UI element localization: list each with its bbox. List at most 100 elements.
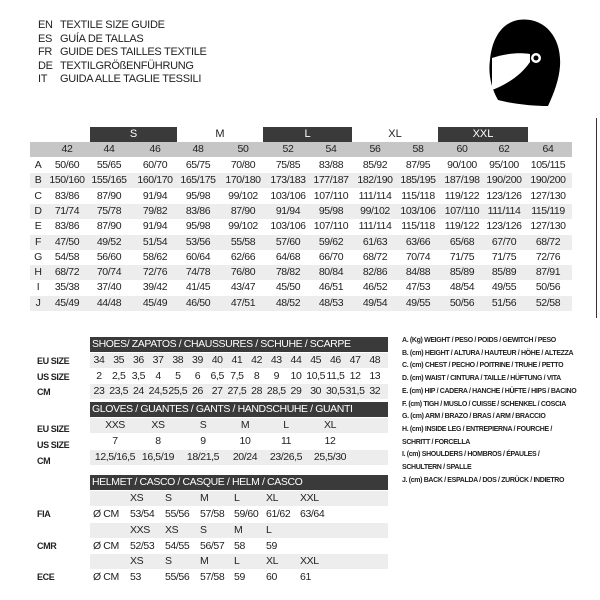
helmet-value: 53	[130, 571, 141, 583]
table-cell: 65/75	[185, 159, 211, 171]
header-line: IT GUIDA ALLE TAGLIE TESSILI	[38, 72, 201, 86]
language-code: EN	[38, 19, 53, 31]
helmet-size: M	[200, 492, 209, 504]
gloves-header: GLOVES / GUANTES / GANTS / HANDSCHUHE / …	[90, 402, 388, 417]
header-line: DE TEXTILGRÖßENFÜHRUNG	[38, 59, 194, 73]
column-header: 42	[61, 143, 73, 155]
shoe-size-cell: 35	[113, 354, 125, 366]
row-letter: E	[34, 220, 42, 233]
row-letter: I	[36, 281, 40, 294]
table-cell: 170/180	[225, 174, 261, 187]
table-cell: 55/65	[96, 159, 122, 171]
shoe-size-cell: 36	[132, 354, 144, 366]
table-cell: 187/198	[444, 174, 480, 187]
unit-label: Ø CM	[93, 539, 119, 552]
shoe-size-cell: 45	[310, 354, 322, 366]
shoe-size-cell: 5	[175, 369, 181, 382]
helmet-value: 56/57	[200, 539, 225, 552]
table-cell: 43/47	[230, 281, 256, 294]
table-cell: 45/49	[54, 296, 80, 309]
table-cell: 111/114	[358, 189, 392, 202]
table-cell: 111/114	[358, 220, 392, 233]
table-cell: 182/190	[357, 174, 393, 187]
table-cell: 59/62	[318, 235, 344, 248]
table-cell: 83/86	[54, 189, 80, 202]
table-cell: 185/195	[400, 174, 436, 187]
helmet-size: S	[200, 523, 207, 536]
row-stripe	[30, 234, 572, 250]
legend-item: SCHRITT / FORCELLA	[402, 438, 470, 446]
language-code: FR	[38, 46, 53, 58]
glove-size-cell: 18/21,5	[186, 451, 220, 463]
glove-size-cell: 7	[112, 435, 118, 447]
row-stripe	[30, 265, 572, 281]
shoe-size-cell: 28	[251, 385, 263, 397]
unit-label: Ø CM	[93, 508, 119, 520]
glove-size-cell: M	[240, 419, 250, 431]
table-cell: 99/102	[228, 189, 258, 202]
table-cell: 49/54	[362, 296, 388, 309]
column-header: 56	[369, 143, 381, 155]
table-cell: 47/50	[54, 235, 80, 248]
shoe-size-cell: 27,5	[227, 385, 247, 397]
helmet-size: XS	[165, 523, 179, 536]
row-label: FIA	[37, 509, 51, 519]
table-cell: 150/160	[49, 174, 85, 187]
glove-size-cell: 12,5/16,5	[94, 451, 136, 463]
shoe-size-cell: 2	[96, 369, 102, 382]
table-cell: 48/54	[449, 281, 475, 294]
shoe-size-cell: 26	[192, 385, 203, 397]
table-cell: 107/110	[313, 189, 349, 202]
helmet-icon	[489, 19, 561, 107]
table-cell: 46/52	[362, 281, 388, 294]
table-cell: 95/98	[185, 220, 211, 233]
table-cell: 37/40	[96, 281, 122, 294]
size-band: S	[90, 127, 177, 142]
header-title: TEXTILE SIZE GUIDE	[60, 19, 165, 31]
table-cell: 91/94	[142, 220, 168, 233]
table-cell: 56/60	[96, 250, 122, 263]
table-cell: 119/122	[444, 220, 480, 233]
column-header: 50	[237, 143, 249, 155]
column-header-row	[30, 142, 572, 157]
helmet-value: 53/54	[130, 508, 155, 520]
row-stripe	[90, 491, 388, 506]
legend-item: C. (cm) CHEST / PECHO / POITRINE / TRUHE…	[402, 362, 564, 370]
legend-item: H. (cm) INSIDE LEG / ENTREPIERNA / FOURC…	[402, 425, 553, 433]
row-label: CMR	[37, 540, 57, 551]
shoe-size-cell: 8	[253, 369, 260, 382]
helmet-size: L	[234, 555, 240, 567]
table-cell: 63/66	[405, 235, 431, 248]
helmet-value: 54/55	[165, 539, 190, 552]
shoe-size-cell: 37	[152, 354, 164, 366]
table-cell: 75/78	[96, 204, 122, 217]
legend-item: A. (Kg) WEIGHT / PESO / POIDS / GEWITCH …	[402, 337, 556, 344]
glove-size-cell: 23/26,5	[269, 451, 303, 463]
helmet-size: S	[165, 492, 172, 504]
right-border	[596, 118, 597, 318]
table-cell: 45/50	[275, 281, 301, 294]
table-cell: 91/94	[142, 189, 168, 202]
table-cell: 190/200	[530, 174, 566, 187]
glove-size-cell: 12	[324, 435, 336, 447]
table-cell: 99/102	[228, 220, 258, 233]
table-cell: 103/106	[400, 204, 436, 217]
shoe-size-cell: 6,5	[210, 369, 224, 382]
table-cell: 58/62	[142, 250, 168, 263]
legend-item: B. (cm) HEIGHT / ALTURA / HAUTEUR / HÖHE…	[402, 349, 574, 357]
helmet-value: 59/60	[234, 508, 259, 520]
helmet-size: XXS	[130, 523, 150, 536]
shoe-size-cell: 25,5	[168, 385, 188, 397]
legend-item: G. (cm) ARM / BRAZO / BRAS / ARM / BRACC…	[402, 413, 546, 421]
header-line: FR GUIDE DES TAILLES TEXTILE	[38, 45, 207, 59]
shoe-size-cell: 28,5	[266, 385, 286, 397]
table-cell: 68/72	[362, 250, 388, 263]
table-cell: 70/74	[405, 250, 431, 263]
table-cell: 87/90	[96, 220, 122, 233]
table-cell: 51/56	[491, 296, 517, 309]
language-code: DE	[38, 59, 53, 72]
row-letter: C	[34, 189, 42, 202]
shoe-size-cell: 10,5	[306, 369, 326, 382]
helmet-size: M	[200, 555, 209, 567]
row-letter: H	[34, 266, 42, 279]
